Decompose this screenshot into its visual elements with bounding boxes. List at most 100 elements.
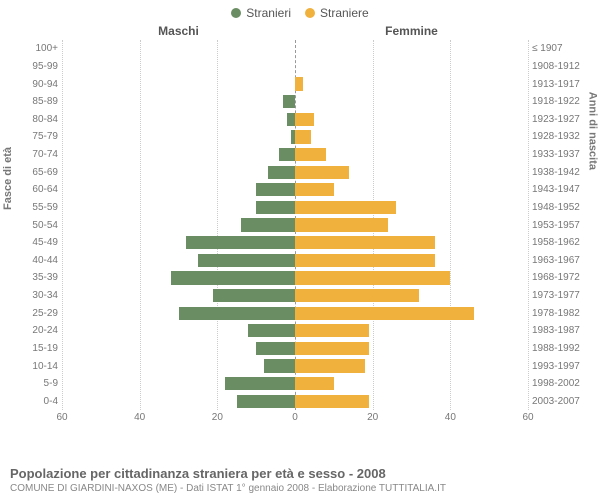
x-axis: 6040200204060 — [62, 410, 528, 430]
bar-male — [198, 254, 295, 267]
pyramid-row: 35-391968-1972 — [62, 269, 528, 287]
bar-male — [171, 271, 295, 284]
plot-area: 100+≤ 190795-991908-191290-941913-191785… — [62, 40, 528, 430]
female-half — [295, 304, 528, 322]
x-tick-label: 40 — [445, 412, 456, 423]
bar-male — [225, 377, 295, 390]
pyramid-row: 90-941913-1917 — [62, 75, 528, 93]
age-label: 45-49 — [8, 237, 62, 248]
bar-male — [248, 324, 295, 337]
year-label: 1983-1987 — [528, 325, 592, 336]
pyramid-row: 85-891918-1922 — [62, 93, 528, 111]
year-label: 1943-1947 — [528, 184, 592, 195]
bar-female — [295, 254, 435, 267]
female-half — [295, 40, 528, 58]
caption-subtitle: COMUNE DI GIARDINI-NAXOS (ME) - Dati IST… — [10, 483, 590, 494]
male-half — [62, 146, 295, 164]
bar-female — [295, 130, 311, 143]
pyramid-row: 10-141993-1997 — [62, 357, 528, 375]
age-label: 25-29 — [8, 308, 62, 319]
female-half — [295, 340, 528, 358]
female-half — [295, 269, 528, 287]
female-half — [295, 58, 528, 76]
population-pyramid-chart: Stranieri Straniere Maschi Femmine Fasce… — [0, 0, 600, 500]
pyramid-row: 80-841923-1927 — [62, 111, 528, 129]
age-label: 65-69 — [8, 167, 62, 178]
pyramid-row: 60-641943-1947 — [62, 181, 528, 199]
x-tick-label: 60 — [522, 412, 533, 423]
pyramid-row: 95-991908-1912 — [62, 58, 528, 76]
age-label: 40-44 — [8, 255, 62, 266]
male-half — [62, 375, 295, 393]
legend-swatch-female — [305, 8, 315, 18]
legend-item-female: Straniere — [305, 6, 369, 20]
header-female: Femmine — [295, 24, 528, 38]
bar-female — [295, 324, 369, 337]
female-half — [295, 216, 528, 234]
rows-container: 100+≤ 190795-991908-191290-941913-191785… — [62, 40, 528, 410]
age-label: 95-99 — [8, 61, 62, 72]
age-label: 10-14 — [8, 361, 62, 372]
bar-female — [295, 236, 435, 249]
male-half — [62, 340, 295, 358]
year-label: 1978-1982 — [528, 308, 592, 319]
legend: Stranieri Straniere — [4, 6, 596, 20]
bar-male — [256, 183, 295, 196]
header-male: Maschi — [62, 24, 295, 38]
x-tick-label: 40 — [134, 412, 145, 423]
pyramid-row: 65-691938-1942 — [62, 163, 528, 181]
male-half — [62, 58, 295, 76]
bar-male — [264, 359, 295, 372]
column-headers: Maschi Femmine — [62, 24, 528, 38]
male-half — [62, 287, 295, 305]
female-half — [295, 357, 528, 375]
age-label: 35-39 — [8, 272, 62, 283]
male-half — [62, 75, 295, 93]
pyramid-row: 55-591948-1952 — [62, 199, 528, 217]
year-label: 1963-1967 — [528, 255, 592, 266]
pyramid-row: 45-491958-1962 — [62, 234, 528, 252]
male-half — [62, 357, 295, 375]
female-half — [295, 75, 528, 93]
year-label: 1923-1927 — [528, 114, 592, 125]
age-label: 80-84 — [8, 114, 62, 125]
pyramid-row: 40-441963-1967 — [62, 252, 528, 270]
male-half — [62, 269, 295, 287]
female-half — [295, 128, 528, 146]
x-tick-label: 60 — [56, 412, 67, 423]
bar-female — [295, 377, 334, 390]
female-half — [295, 93, 528, 111]
male-half — [62, 40, 295, 58]
male-half — [62, 322, 295, 340]
female-half — [295, 287, 528, 305]
female-half — [295, 252, 528, 270]
bar-male — [256, 342, 295, 355]
male-half — [62, 128, 295, 146]
bar-female — [295, 166, 349, 179]
bar-female — [295, 201, 396, 214]
male-half — [62, 163, 295, 181]
caption-title: Popolazione per cittadinanza straniera p… — [10, 466, 590, 481]
age-label: 75-79 — [8, 131, 62, 142]
male-half — [62, 393, 295, 411]
year-label: 1913-1917 — [528, 79, 592, 90]
bar-female — [295, 148, 326, 161]
age-label: 90-94 — [8, 79, 62, 90]
year-label: 1918-1922 — [528, 96, 592, 107]
year-label: 1993-1997 — [528, 361, 592, 372]
age-label: 85-89 — [8, 96, 62, 107]
female-half — [295, 393, 528, 411]
year-label: 1968-1972 — [528, 272, 592, 283]
bar-female — [295, 113, 314, 126]
bar-male — [186, 236, 295, 249]
legend-label-male: Stranieri — [246, 6, 291, 20]
bar-male — [283, 95, 295, 108]
female-half — [295, 199, 528, 217]
year-label: 1953-1957 — [528, 220, 592, 231]
female-half — [295, 375, 528, 393]
bar-male — [287, 113, 295, 126]
age-label: 0-4 — [8, 396, 62, 407]
female-half — [295, 181, 528, 199]
bar-male — [268, 166, 295, 179]
year-label: 1908-1912 — [528, 61, 592, 72]
